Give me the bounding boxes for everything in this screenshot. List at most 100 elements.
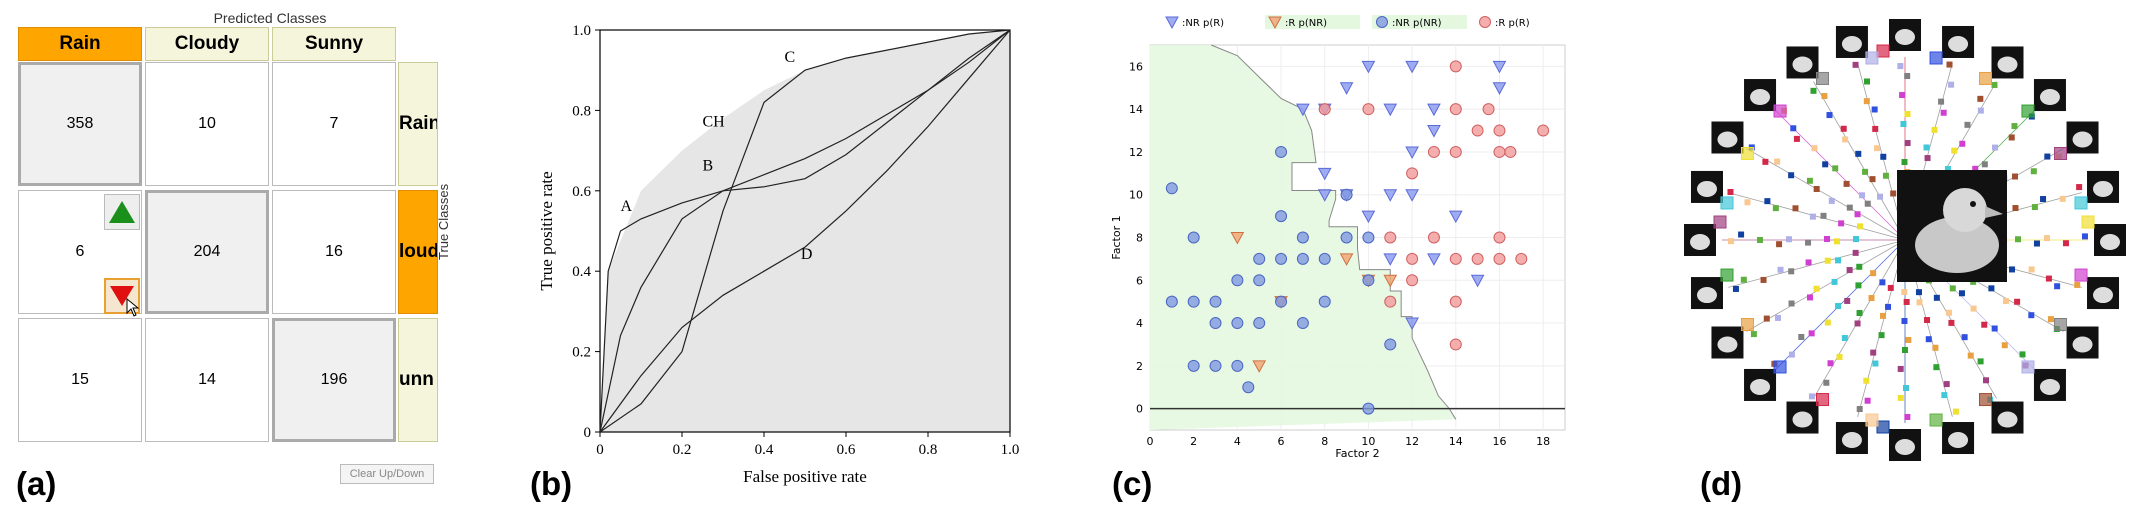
data-square [1970,305,1977,312]
matrix-cell-2-2[interactable]: 196 [272,318,396,442]
legend-marker [1268,16,1282,30]
data-square [2033,240,2040,247]
panel-label-d: (d) [1700,465,1743,502]
data-square [1798,334,1805,341]
legend-marker [1376,16,1388,28]
data-square [1948,81,1955,88]
point-nr-p-nr- [1253,274,1266,287]
legend-box [1475,15,1570,29]
data-square [1931,126,1938,133]
thumbnail-object [2072,131,2093,148]
clear-up-down-button[interactable]: Clear Up/Down [340,464,434,484]
column-header-sunny[interactable]: Sunny [272,27,396,61]
matrix-cell-2-0[interactable]: 15 [18,318,142,442]
point-nr-p-nr- [1296,252,1309,265]
data-square [1855,150,1862,157]
data-square [1916,299,1923,306]
point-r-p-r- [1493,145,1506,158]
data-square [1941,392,1948,399]
data-square [1852,249,1859,256]
data-square [2028,312,2035,319]
cluster-color-swatch [1720,196,1734,210]
cluster-color-swatch [1929,413,1943,427]
row-header-label: loud [399,241,438,262]
data-square [2076,184,2083,191]
y-tick-label: 0.2 [572,345,591,361]
data-square [1807,294,1814,301]
duck-beak [1985,206,2003,218]
data-square [1811,145,1818,152]
roc-plot-frame [599,29,1011,433]
data-square [1788,351,1795,358]
point-nr-p-nr- [1340,231,1353,244]
data-square [1943,381,1950,388]
point-nr-p-nr- [1165,295,1178,308]
ray-line [1746,148,1906,241]
matrix-cell-1-2[interactable]: 16 [272,190,396,314]
data-square [1901,288,1908,295]
cluster-color-swatch [1740,318,1754,331]
matrix-cell-1-1[interactable]: 204 [145,190,269,314]
data-square [1824,257,1831,264]
point-nr-p-nr- [1253,317,1266,330]
row-header-label: Rain [399,113,438,134]
point-nr-p-r- [1405,317,1419,331]
row-header-0[interactable]: Rain [398,62,438,186]
point-r-p-r- [1449,252,1462,265]
cluster-color-swatch [2081,215,2095,229]
data-square [1856,263,1863,270]
point-nr-p-nr- [1231,359,1244,372]
matrix-cell-0-1[interactable]: 10 [145,62,269,186]
y-tick-label: 1.0 [572,23,591,39]
cursor-icon [126,298,140,317]
point-nr-p-nr- [1242,381,1255,394]
ray-line [1728,192,1906,241]
data-square [1948,319,1955,326]
column-header-cloudy[interactable]: Cloudy [145,27,269,61]
point-r-p-nr- [1230,232,1245,245]
data-square [1774,314,1781,321]
row-header-1[interactable]: loud [398,190,438,314]
data-square [1988,285,1995,292]
row-header-2[interactable]: unn [398,318,438,442]
data-square [1933,294,1940,301]
data-square [1786,236,1793,243]
cluster-color-swatch [1876,44,1890,58]
move-down-button[interactable] [104,278,140,317]
matrix-cell-2-1[interactable]: 14 [145,318,269,442]
roc-chart: 0 0.2 0.4 0.6 0.8 1.0 0 0.2 0.4 0.6 0.8 1.0 False po… [537,23,1019,486]
y-tick-label: 0.8 [572,103,591,119]
data-square [1793,135,1800,142]
point-r-p-r- [1504,145,1517,158]
matrix-cell-0-0[interactable]: 358 [18,62,142,186]
data-square [1832,165,1839,172]
cluster-color-swatch [1929,51,1943,65]
x-tick-label: 8 [1321,435,1328,448]
legend-box [1372,15,1467,29]
move-up-button[interactable] [104,194,140,230]
data-square [1826,112,1833,119]
data-square [1887,284,1894,291]
data-square [1853,236,1860,243]
point-r-p-r- [1449,103,1462,116]
legend-marker [1479,16,1491,28]
data-square [2062,240,2069,247]
data-square [1983,377,1989,384]
data-square [1740,276,1747,283]
data-square [1822,161,1829,168]
true-classes-label: True Classes [436,183,451,260]
data-square [2014,236,2021,243]
data-square [1862,168,1869,175]
data-square [1897,394,1904,401]
column-header-rain[interactable]: Rain [18,27,142,61]
thumbnail-object [1717,336,1738,353]
data-square [1857,223,1864,230]
thumbnail-object [2093,287,2114,304]
data-square [1902,384,1909,391]
matrix-cell-0-2[interactable]: 7 [272,62,396,186]
data-square [2011,123,2018,130]
y-tick-label: 0.4 [572,264,591,280]
data-square [1776,241,1783,248]
data-square [1846,204,1853,211]
data-square [1871,106,1878,113]
